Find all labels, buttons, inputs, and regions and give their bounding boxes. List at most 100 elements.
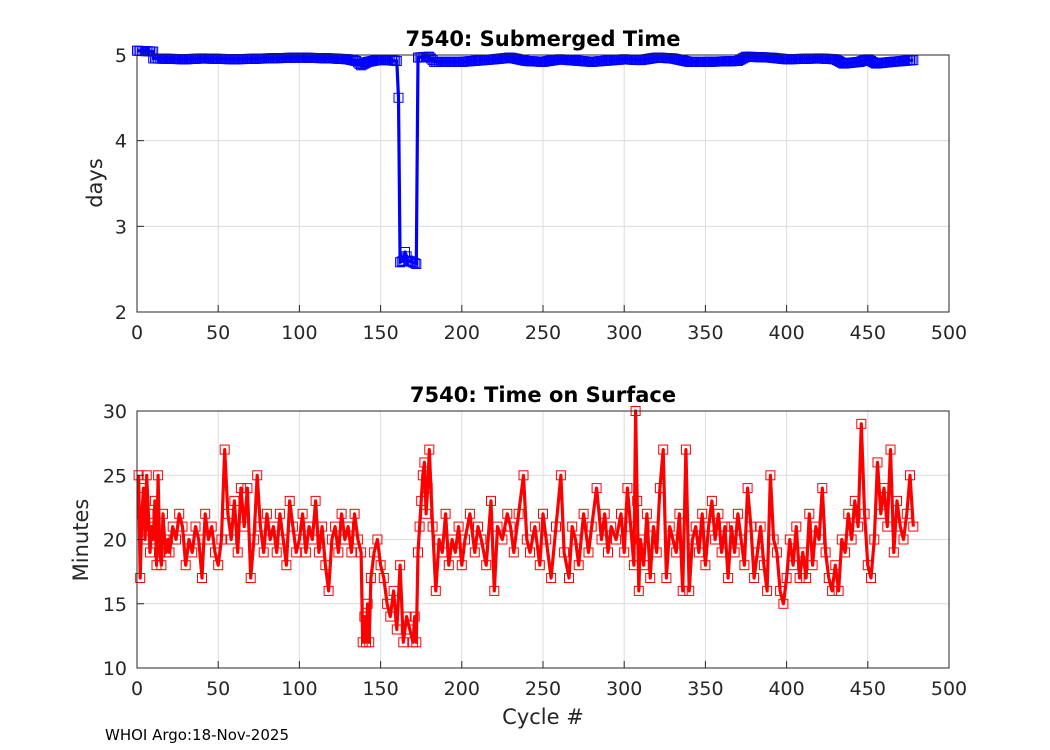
x-tick-label: 100 xyxy=(281,322,317,344)
data-point-marker xyxy=(534,560,545,571)
series-line xyxy=(137,409,915,644)
data-point-marker xyxy=(447,534,458,545)
x-tick-label: 200 xyxy=(444,678,480,700)
y-tick-label: 3 xyxy=(115,216,127,238)
data-point-marker xyxy=(849,495,860,506)
data-point-marker xyxy=(304,521,315,532)
y-tick-label: 5 xyxy=(115,45,127,67)
data-point-marker xyxy=(219,444,230,455)
data-point-marker xyxy=(823,573,834,583)
data-point-marker xyxy=(765,470,776,481)
time-on-surface-axes: 0 50 100 150 200 250 300 350 400 450 500 10 15 20 25 30… xyxy=(69,383,967,729)
data-point-marker xyxy=(742,483,753,494)
data-point-marker xyxy=(421,508,432,519)
data-point-marker xyxy=(888,547,899,558)
data-point-marker xyxy=(417,470,428,481)
data-point-marker xyxy=(586,521,597,532)
data-point-marker xyxy=(284,495,295,506)
x-tick-label: 0 xyxy=(131,322,143,344)
data-point-marker xyxy=(840,547,851,558)
data-point-marker xyxy=(882,521,893,532)
data-point-marker xyxy=(229,495,240,506)
data-point-marker xyxy=(807,560,818,571)
data-point-marker xyxy=(758,560,769,571)
data-point-marker xyxy=(364,637,375,648)
data-point-marker xyxy=(171,534,181,545)
data-point-marker xyxy=(628,560,639,571)
data-point-marker xyxy=(908,55,919,66)
submerged-time-axes: 0 50 100 150 200 250 300 350 400 450 500 2 3 4 5 7540:… xyxy=(83,27,967,344)
data-point-marker xyxy=(745,521,756,532)
x-tick-label: 50 xyxy=(206,678,230,700)
data-point-marker xyxy=(827,585,838,596)
data-point-marker xyxy=(434,534,445,545)
data-point-marker xyxy=(486,495,496,506)
data-point-marker xyxy=(346,547,357,558)
data-point-marker xyxy=(430,585,441,596)
data-point-marker xyxy=(578,508,589,519)
data-point-marker xyxy=(213,560,224,571)
data-point-marker xyxy=(599,508,610,519)
data-point-marker xyxy=(164,547,175,558)
data-point-marker xyxy=(424,444,435,455)
data-point-marker xyxy=(359,611,370,622)
data-point-marker xyxy=(693,547,704,558)
data-point-marker xyxy=(261,508,272,519)
data-point-marker xyxy=(268,521,279,532)
data-point-marker xyxy=(859,508,870,519)
data-series xyxy=(132,45,919,269)
data-point-marker xyxy=(149,495,160,506)
data-point-marker xyxy=(710,534,721,545)
data-point-marker xyxy=(505,521,516,532)
data-point-marker xyxy=(616,508,626,519)
data-point-marker xyxy=(546,573,557,583)
data-point-marker xyxy=(294,534,305,545)
data-point-marker xyxy=(492,521,503,532)
data-point-marker xyxy=(529,521,540,532)
data-point-marker xyxy=(895,521,906,532)
data-point-marker xyxy=(317,521,328,532)
data-point-marker xyxy=(409,611,420,622)
data-point-marker xyxy=(239,521,250,532)
data-point-marker xyxy=(252,470,263,481)
data-point-marker xyxy=(635,534,646,545)
data-point-marker xyxy=(611,534,622,545)
data-point-marker xyxy=(265,534,276,545)
data-point-marker xyxy=(791,521,802,532)
data-series xyxy=(133,406,919,648)
x-tick-label: 200 xyxy=(444,322,480,344)
data-point-marker xyxy=(843,508,854,519)
data-point-marker xyxy=(775,585,786,596)
x-tick-label: 100 xyxy=(281,678,317,700)
data-point-marker xyxy=(391,56,402,66)
data-point-marker xyxy=(177,521,188,532)
data-point-marker xyxy=(352,534,363,545)
data-point-marker xyxy=(464,508,475,519)
data-point-marker xyxy=(393,92,404,103)
x-tick-label: 500 xyxy=(931,322,967,344)
data-point-marker xyxy=(885,444,896,455)
data-point-marker xyxy=(148,534,159,545)
data-point-marker xyxy=(497,534,508,545)
footer-credit: WHOI Argo:18-Nov-2025 xyxy=(105,726,289,744)
data-point-marker xyxy=(853,521,864,532)
data-point-marker xyxy=(162,534,173,545)
data-point-marker xyxy=(307,534,318,545)
data-point-marker xyxy=(687,534,698,545)
x-tick-label: 450 xyxy=(850,678,886,700)
data-point-marker xyxy=(245,573,256,583)
data-point-marker xyxy=(603,547,613,558)
data-point-marker xyxy=(456,560,467,571)
data-point-marker xyxy=(781,573,792,583)
data-point-marker xyxy=(291,547,302,558)
data-point-marker xyxy=(372,534,383,545)
data-point-marker xyxy=(287,521,298,532)
data-point-marker xyxy=(625,521,636,532)
data-point-marker xyxy=(385,611,396,622)
data-point-marker xyxy=(409,258,420,269)
data-point-marker xyxy=(749,573,760,583)
data-point-marker xyxy=(378,573,389,583)
data-point-marker xyxy=(658,444,669,455)
data-point-marker xyxy=(801,573,812,583)
data-point-marker xyxy=(836,534,847,545)
